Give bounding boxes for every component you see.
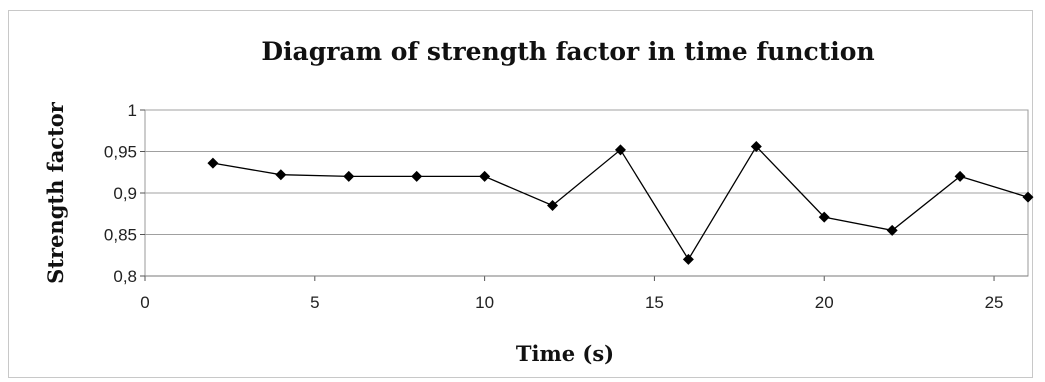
x-tick-label: 10 — [475, 293, 494, 312]
x-tick-label: 20 — [815, 293, 834, 312]
data-markers — [207, 141, 1034, 265]
data-point-marker — [343, 170, 355, 182]
chart-title: Diagram of strength factor in time funct… — [261, 37, 874, 66]
y-axis-ticks: 0,8 0,85 0,9 0,95 1 — [104, 101, 145, 286]
data-point-marker — [547, 199, 559, 211]
data-point-marker — [614, 144, 626, 156]
data-point-marker — [886, 224, 898, 236]
y-tick-label: 0,85 — [104, 226, 137, 245]
x-tick-label: 0 — [140, 293, 149, 312]
chart-frame — [8, 10, 1033, 378]
x-tick-label: 25 — [985, 293, 1004, 312]
y-tick-label: 0,9 — [113, 184, 137, 203]
data-point-marker — [818, 211, 830, 223]
data-point-marker — [1022, 191, 1034, 203]
x-axis-title: Time (s) — [516, 341, 614, 366]
data-point-marker — [479, 170, 491, 182]
data-point-marker — [750, 141, 762, 153]
data-point-marker — [207, 157, 219, 169]
y-tick-label: 0,95 — [104, 143, 137, 162]
gridlines — [145, 109, 1028, 235]
series-line — [212, 145, 1029, 261]
x-axis-ticks: 0 5 10 15 20 25 — [140, 276, 1003, 312]
y-axis-title: Strength factor — [43, 101, 68, 284]
y-tick-label: 0,8 — [113, 267, 137, 286]
data-point-marker — [411, 170, 423, 182]
y-tick-label: 1 — [128, 101, 137, 120]
x-tick-label: 15 — [645, 293, 664, 312]
data-point-marker — [954, 170, 966, 182]
data-point-marker — [682, 253, 694, 265]
data-point-marker — [275, 169, 287, 181]
x-tick-label: 5 — [310, 293, 319, 312]
